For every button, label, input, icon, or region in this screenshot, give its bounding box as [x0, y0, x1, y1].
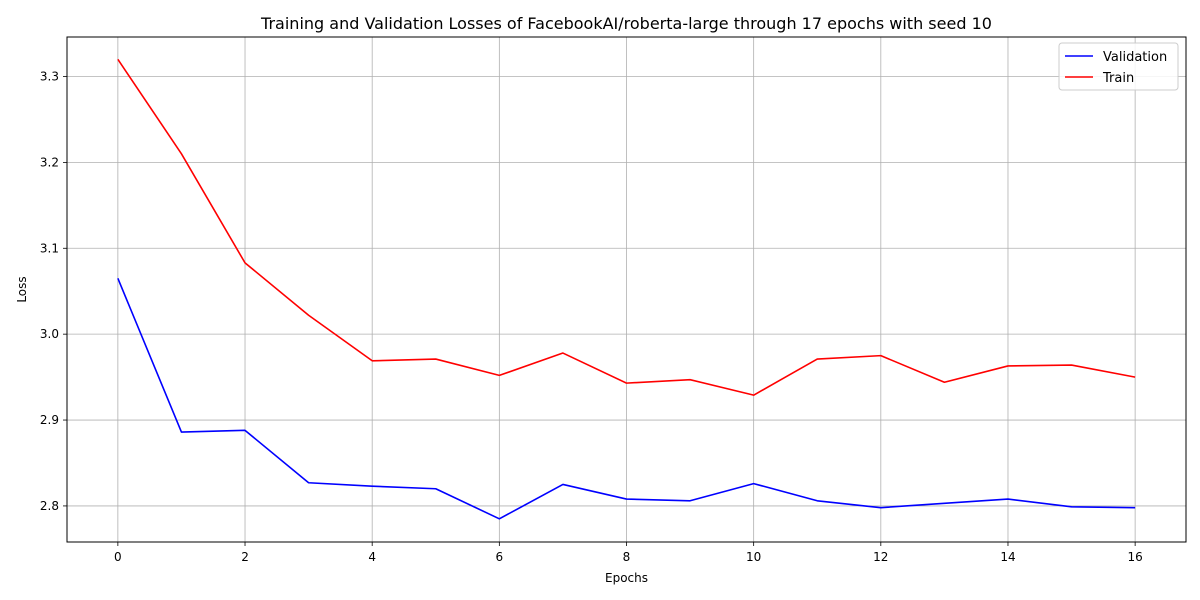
x-tick-label: 14	[1000, 550, 1015, 564]
series-line-train	[117, 58, 1136, 396]
x-tick-label: 10	[746, 550, 761, 564]
legend-label-validation: Validation	[1103, 50, 1167, 65]
y-tick-label: 3.1	[40, 241, 59, 255]
x-axis-title: Epochs	[605, 571, 648, 585]
x-tick-label: 12	[873, 550, 888, 564]
x-tick-label: 2	[241, 550, 249, 564]
legend-label-train: Train	[1102, 71, 1134, 86]
x-tick-label: 6	[496, 550, 504, 564]
y-tick-label: 3.2	[40, 155, 59, 169]
legend: Validation Train	[1058, 42, 1179, 91]
x-tick-label: 0	[114, 550, 122, 564]
y-tick-label: 3.0	[40, 327, 59, 341]
chart-title: Training and Validation Losses of Facebo…	[260, 14, 992, 33]
series-line-validation	[117, 278, 1136, 520]
axis-ticks: 0 2 4 6 8 10 12 14 16 2.8 2.9 3.0 3.1 3.2 3.3	[40, 70, 1143, 564]
x-tick-label: 8	[623, 550, 631, 564]
y-tick-label: 3.3	[40, 70, 59, 84]
series-lines	[117, 58, 1136, 520]
y-axis-title: Loss	[15, 276, 29, 302]
grid	[67, 37, 1186, 542]
y-tick-label: 2.8	[40, 499, 59, 513]
x-tick-label: 4	[368, 550, 376, 564]
legend-box	[1058, 42, 1179, 91]
x-tick-label: 16	[1127, 550, 1142, 564]
y-tick-label: 2.9	[40, 413, 59, 427]
